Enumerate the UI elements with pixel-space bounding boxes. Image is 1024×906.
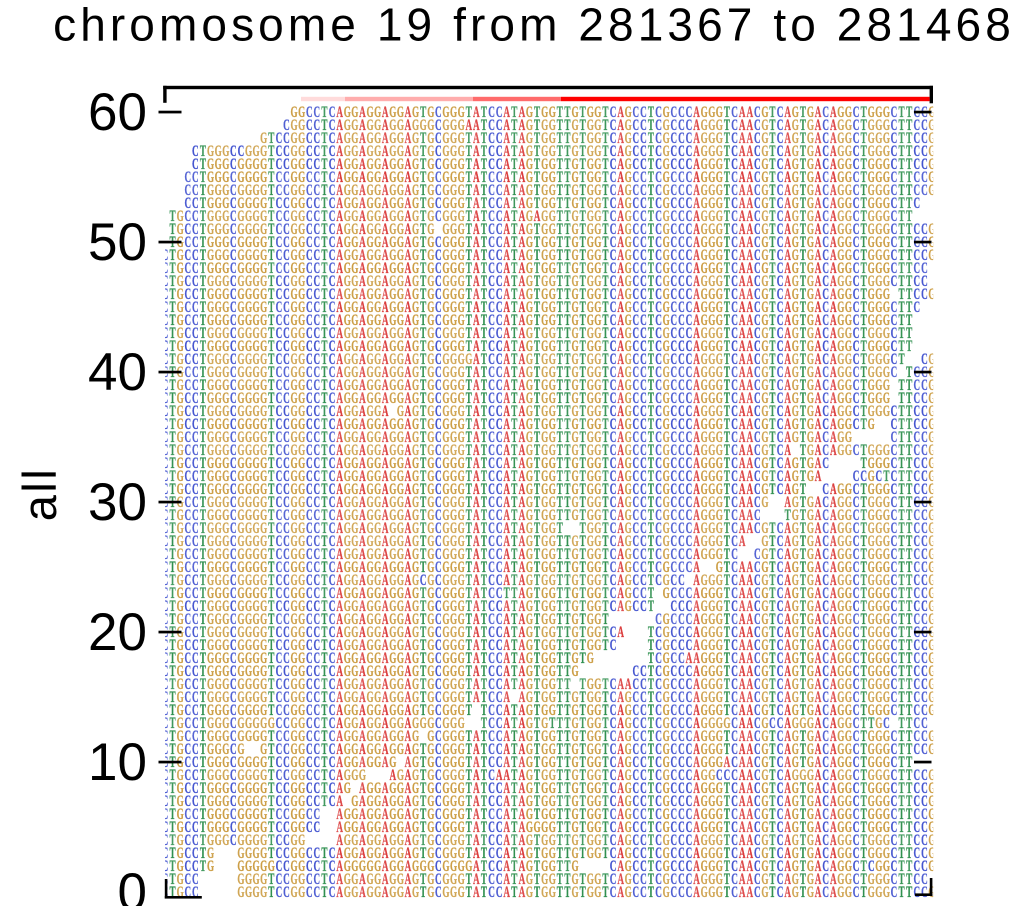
svg-text:30: 30: [88, 473, 147, 532]
svg-text:60: 60: [88, 83, 147, 142]
svg-text:all: all: [13, 467, 66, 522]
svg-text:40: 40: [88, 343, 147, 402]
svg-text:chromosome 19 from 281367 to 2: chromosome 19 from 281367 to 281468: [53, 0, 1015, 51]
svg-text:10: 10: [88, 733, 147, 792]
svg-text:GGGGGGGGGGGGGGGGGGGGGGGGGGGGGG: GGGGGGGGGGGGGGGGGGGGGGGGGGGGGGGGGGGGGGGG…: [177, 715, 883, 732]
svg-text:0: 0: [118, 863, 147, 906]
svg-text:GGGGGGGGGGGGGGGGGGGGGGGGGGGGGG: GGGGGGGGGGGGGGGGGGGGGGGGGGGGGGGGGGGGGGG: [207, 195, 890, 212]
svg-text:50: 50: [88, 213, 147, 272]
svg-text:20: 20: [88, 603, 147, 662]
svg-text:GGGGGGGGGGGGGGGGGGGGGGGGGGGGGG: GGGGGGGGGGGGGGGGGGGGGGGGGGGGGGGGGG: [260, 130, 936, 147]
